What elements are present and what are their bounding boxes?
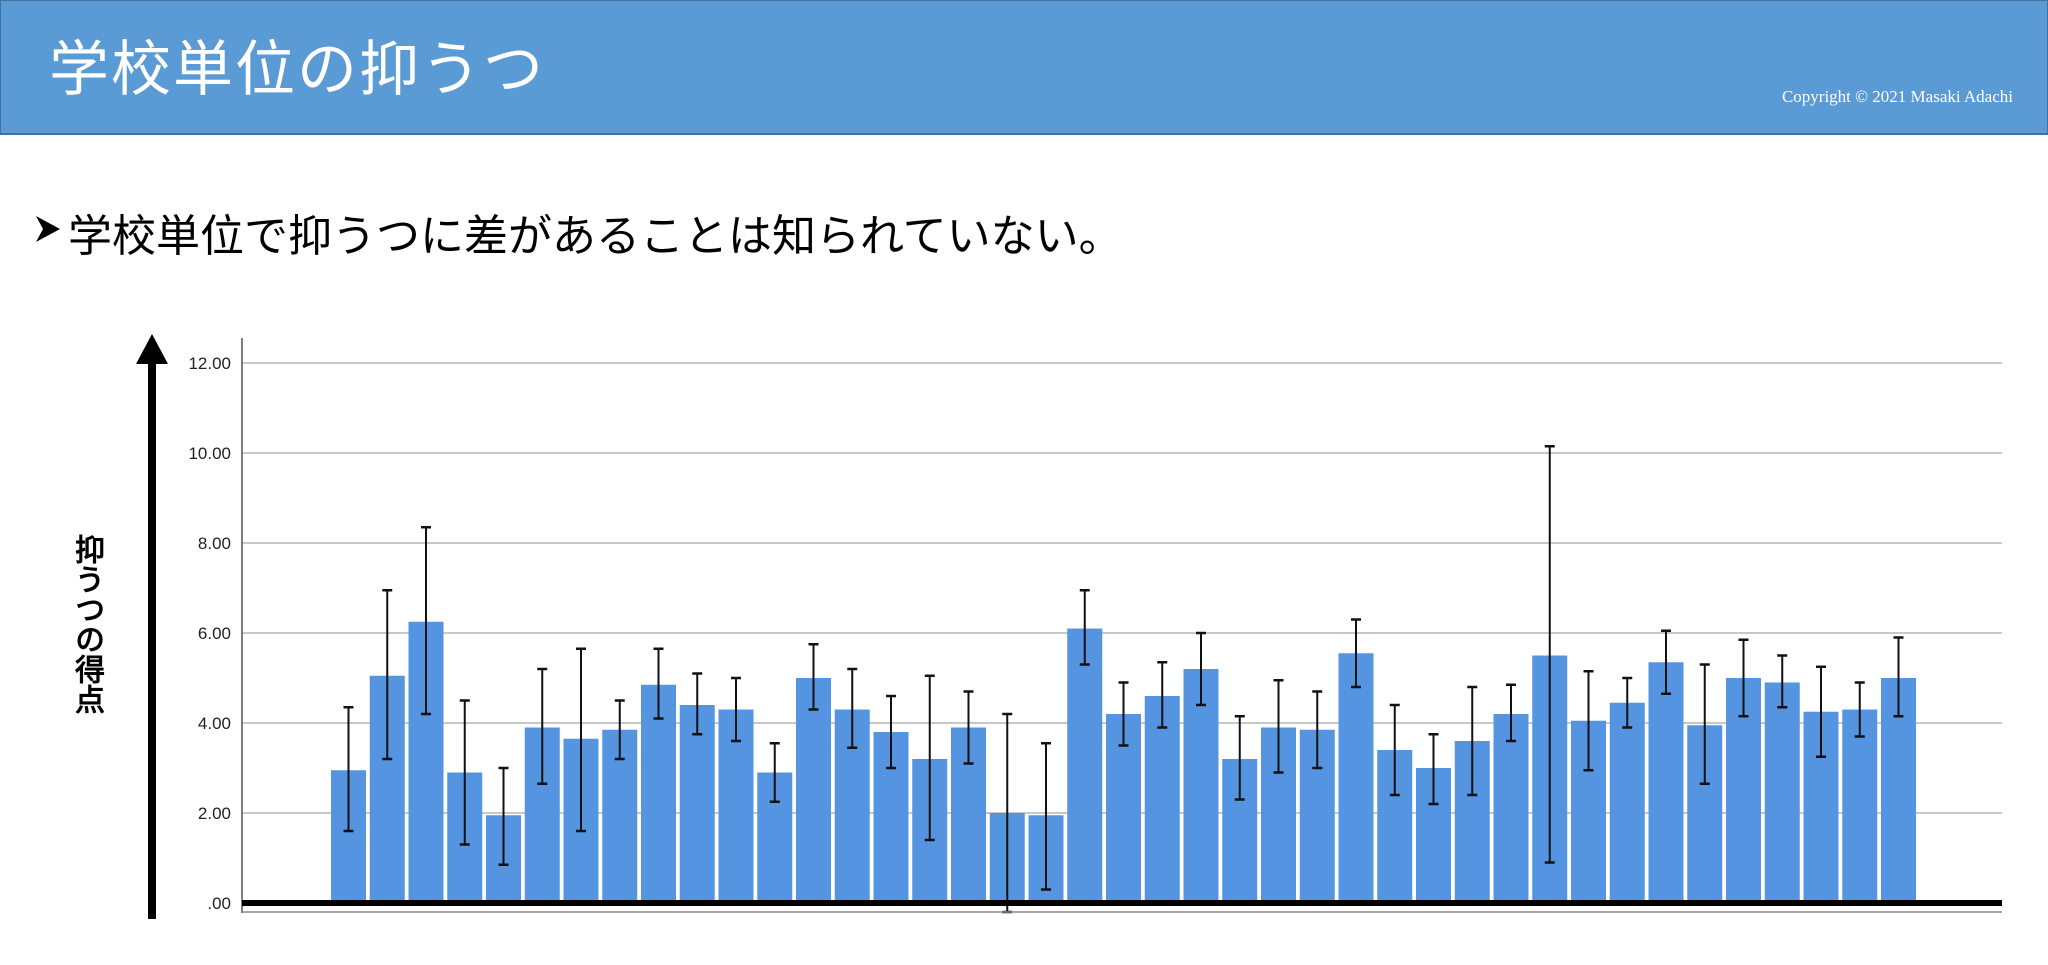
slide-header: 学校単位の抑うつ Copyright © 2021 Masaki Adachi <box>0 0 2048 135</box>
y-tick-label: .00 <box>207 894 231 913</box>
slide-title: 学校単位の抑うつ <box>49 35 545 105</box>
bar <box>1067 628 1103 903</box>
copyright-notice: Copyright © 2021 Masaki Adachi <box>1781 87 2013 106</box>
y-tick-label: 4.00 <box>198 714 231 733</box>
arrowhead-bullet-icon <box>34 212 68 253</box>
bar <box>641 684 676 903</box>
y-tick-label: 2.00 <box>198 804 231 823</box>
y-axis-label: 抑うつの得点 <box>69 534 104 714</box>
bar <box>1764 682 1800 903</box>
y-axis-arrow-icon <box>136 334 168 919</box>
bar <box>1648 662 1684 903</box>
bar <box>1493 714 1529 903</box>
bar <box>1144 696 1180 903</box>
y-tick-label: 6.00 <box>198 624 231 643</box>
bullet-point: 学校単位で抑うつに差があることは知られていない。 <box>34 200 1123 264</box>
y-tick-label: 12.00 <box>188 354 231 373</box>
bar <box>1338 653 1374 903</box>
bar <box>1183 669 1219 903</box>
bullet-text: 学校単位で抑うつに差があることは知られていない。 <box>68 211 1123 262</box>
bar <box>1842 709 1878 903</box>
y-tick-label: 8.00 <box>198 534 231 553</box>
bar <box>796 678 831 903</box>
y-tick-label: 10.00 <box>188 444 231 463</box>
bar <box>679 705 715 903</box>
bar <box>1609 702 1645 903</box>
